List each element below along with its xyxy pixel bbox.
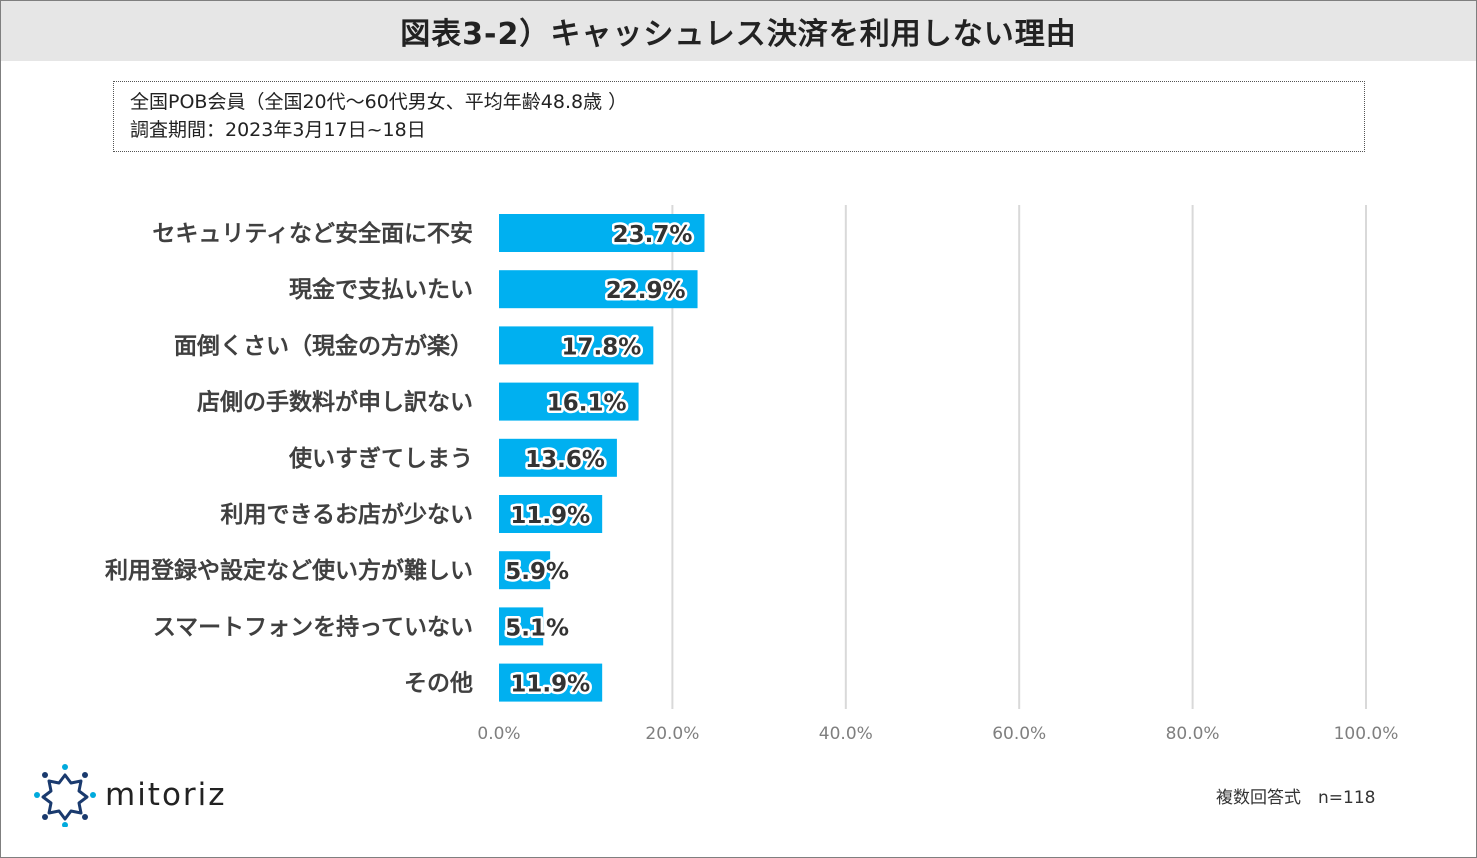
category-label: 現金で支払いたい: [289, 276, 473, 303]
footer-note: 複数回答式 n=118: [1216, 788, 1376, 808]
bar: [499, 270, 698, 309]
category-label: スマートフォンを持っていない: [153, 614, 473, 640]
bars: [499, 214, 705, 702]
category-label: 利用登録や設定など使い方が難しい: [105, 557, 473, 584]
value-label: 22.9%: [606, 278, 686, 304]
value-labels: 23.7% 22.9% 17.8% 16.1% 13.6% 11.9% 5.9% 5.1% 11…: [503, 220, 695, 701]
bar: [499, 663, 603, 702]
category-label: その他: [404, 671, 473, 697]
logo-wordmark: mitoriz: [105, 777, 227, 813]
x-tick-label: 60.0%: [992, 724, 1046, 744]
x-tick-label: 80.0%: [1166, 724, 1220, 744]
sun-burst-logo-icon: [34, 764, 96, 827]
category-label: 使いすぎてしまう: [288, 445, 473, 472]
x-tick-label: 40.0%: [819, 724, 873, 744]
bar: [499, 382, 639, 421]
bar: [499, 551, 551, 590]
value-label: 16.1%: [547, 391, 627, 417]
survey-period: 調査期間：2023年3月17日~18日: [130, 119, 426, 141]
category-label: 面倒くさい（現金の方が楽）: [174, 332, 473, 359]
x-tick-label: 100.0%: [1334, 724, 1399, 744]
value-label: 5.1%: [505, 615, 569, 641]
category-label: 店側の手数料が申し訳ない: [197, 389, 473, 416]
bar: [499, 326, 654, 365]
category-label: 利用できるお店が少ない: [220, 501, 473, 528]
bar: [499, 214, 705, 252]
value-label: 13.6%: [525, 447, 605, 473]
x-tick-label: 20.0%: [645, 724, 699, 744]
x-tick-labels: 0.0% 20.0% 40.0% 60.0% 80.0% 100.0%: [477, 724, 1398, 744]
mitoriz-logo: mitoriz: [33, 763, 227, 827]
bar: [499, 495, 603, 533]
bar: [499, 607, 544, 646]
survey-subjects: 全国POB会員（全国20代～60代男女、平均年齢48.8歳 ）: [130, 91, 628, 113]
title-bar: 図表3-2）キャッシュレス決済を利用しない理由: [1, 1, 1476, 61]
bar: [499, 438, 617, 477]
value-label: 5.9%: [505, 559, 569, 585]
value-label: 11.9%: [510, 672, 590, 698]
value-label: 17.8%: [562, 334, 642, 360]
value-label: 11.9%: [510, 503, 590, 529]
value-label: 23.7%: [613, 222, 693, 248]
grid-lines: [671, 205, 1367, 709]
survey-info-box: 全国POB会員（全国20代～60代男女、平均年齢48.8歳 ） 調査期間：202…: [113, 81, 1365, 152]
category-label: セキュリティなど安全面に不安: [152, 220, 473, 247]
x-tick-label: 0.0%: [477, 724, 520, 744]
chart-title: 図表3-2）キャッシュレス決済を利用しない理由: [400, 17, 1077, 52]
